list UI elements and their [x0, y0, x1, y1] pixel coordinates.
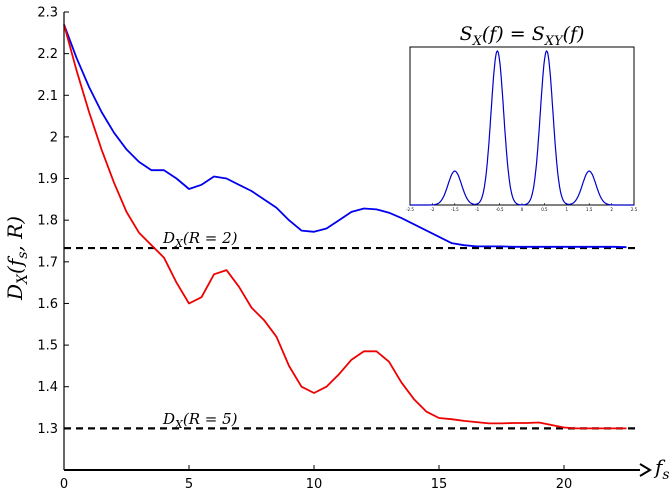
series-line-red	[63, 24, 627, 430]
y-axis-label-text: D	[3, 284, 27, 301]
y-tick-label: 1.6	[37, 297, 58, 312]
series-line-blue	[63, 24, 627, 249]
x-axis-arrow	[639, 463, 652, 477]
inset-x-tick-label: -1.5	[451, 207, 459, 212]
inset-title: SX(f) = SXY(f)	[460, 23, 585, 49]
inset-x-tick-label: -1	[475, 207, 479, 212]
hline-label-r2: DX(R = 2)	[162, 229, 238, 250]
y-tick-label: 1.7	[37, 255, 58, 270]
x-tick-label: 10	[306, 477, 323, 492]
inset-frame	[409, 46, 635, 206]
y-tick-label: 1.3	[37, 422, 58, 437]
y-tick-label: 2.2	[37, 47, 58, 62]
y-tick-label: 1.9	[37, 172, 58, 187]
inset-spectrum-line	[410, 50, 634, 206]
x-tick-label: 15	[431, 477, 448, 492]
inset-x-tick-label: -0.5	[496, 207, 504, 212]
y-tick-label: 1.8	[37, 214, 58, 229]
inset-x-tick-label: -2.5	[406, 207, 414, 212]
inset-x-tick-label: -2	[430, 207, 434, 212]
x-tick-label: 20	[556, 477, 573, 492]
inset-x-tick-label: 1	[566, 207, 569, 212]
y-axis-label: DX(fs, R)	[3, 216, 31, 301]
y-tick-label: 2	[50, 130, 58, 145]
inset-x-tick-label: 0	[521, 207, 524, 212]
inset-x-tick-label: 0.5	[541, 207, 548, 212]
inset-x-tick-label: 1.5	[586, 207, 593, 212]
x-axis-label: fs	[653, 455, 670, 483]
y-tick-label: 1.4	[37, 380, 58, 395]
inset-x-tick-label: 2.5	[631, 207, 638, 212]
y-tick-label: 1.5	[37, 339, 58, 354]
y-tick-label: 2.3	[37, 6, 58, 21]
x-tick-label: 5	[185, 477, 193, 492]
y-tick-label: 2.1	[37, 89, 58, 104]
x-tick-label: 0	[60, 477, 68, 492]
inset-x-tick-label: 2	[610, 207, 613, 212]
hline-label-r5: DX(R = 5)	[162, 410, 238, 431]
